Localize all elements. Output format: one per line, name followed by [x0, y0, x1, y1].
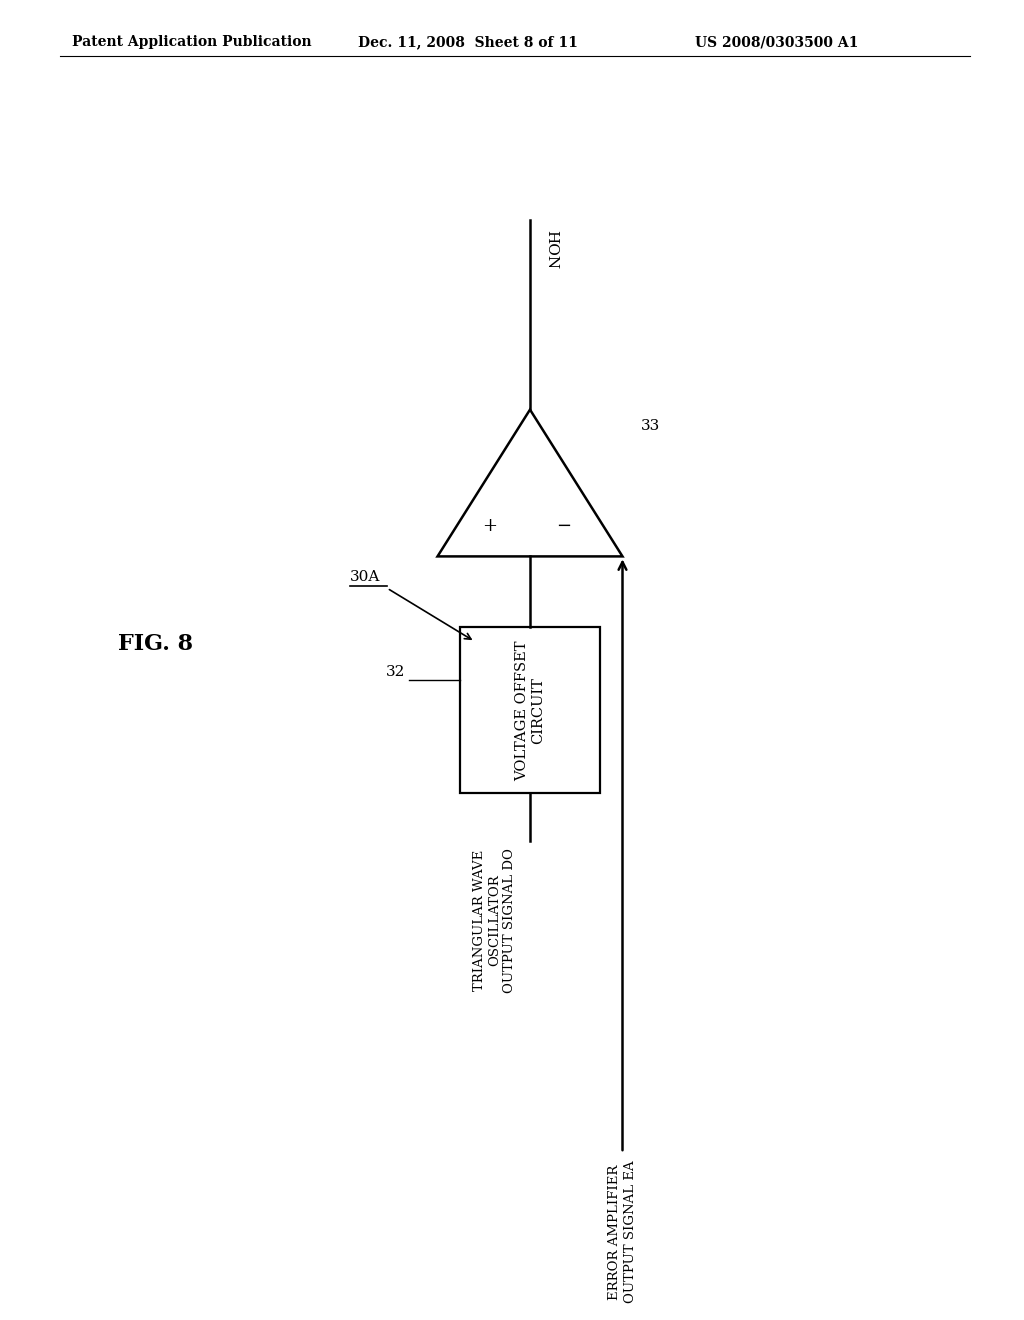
Bar [460, 627, 600, 793]
Text: Patent Application Publication: Patent Application Publication [72, 36, 311, 49]
Text: HON: HON [544, 230, 558, 269]
Text: VOLTAGE OFFSET
CIRCUIT: VOLTAGE OFFSET CIRCUIT [515, 640, 545, 780]
Text: Dec. 11, 2008  Sheet 8 of 11: Dec. 11, 2008 Sheet 8 of 11 [358, 36, 578, 49]
Text: 30A: 30A [350, 570, 380, 585]
Text: ERROR AMPLIFIER
OUTPUT SIGNAL EA: ERROR AMPLIFIER OUTPUT SIGNAL EA [608, 1160, 637, 1303]
Text: +: + [482, 517, 497, 535]
Text: FIG. 8: FIG. 8 [118, 634, 194, 655]
Text: US 2008/0303500 A1: US 2008/0303500 A1 [695, 36, 858, 49]
Text: TRIANGULAR WAVE
OSCILLATOR
OUTPUT SIGNAL DO: TRIANGULAR WAVE OSCILLATOR OUTPUT SIGNAL… [473, 849, 516, 993]
Text: 32: 32 [386, 665, 406, 680]
Text: 33: 33 [640, 420, 659, 433]
Text: −: − [556, 517, 570, 535]
